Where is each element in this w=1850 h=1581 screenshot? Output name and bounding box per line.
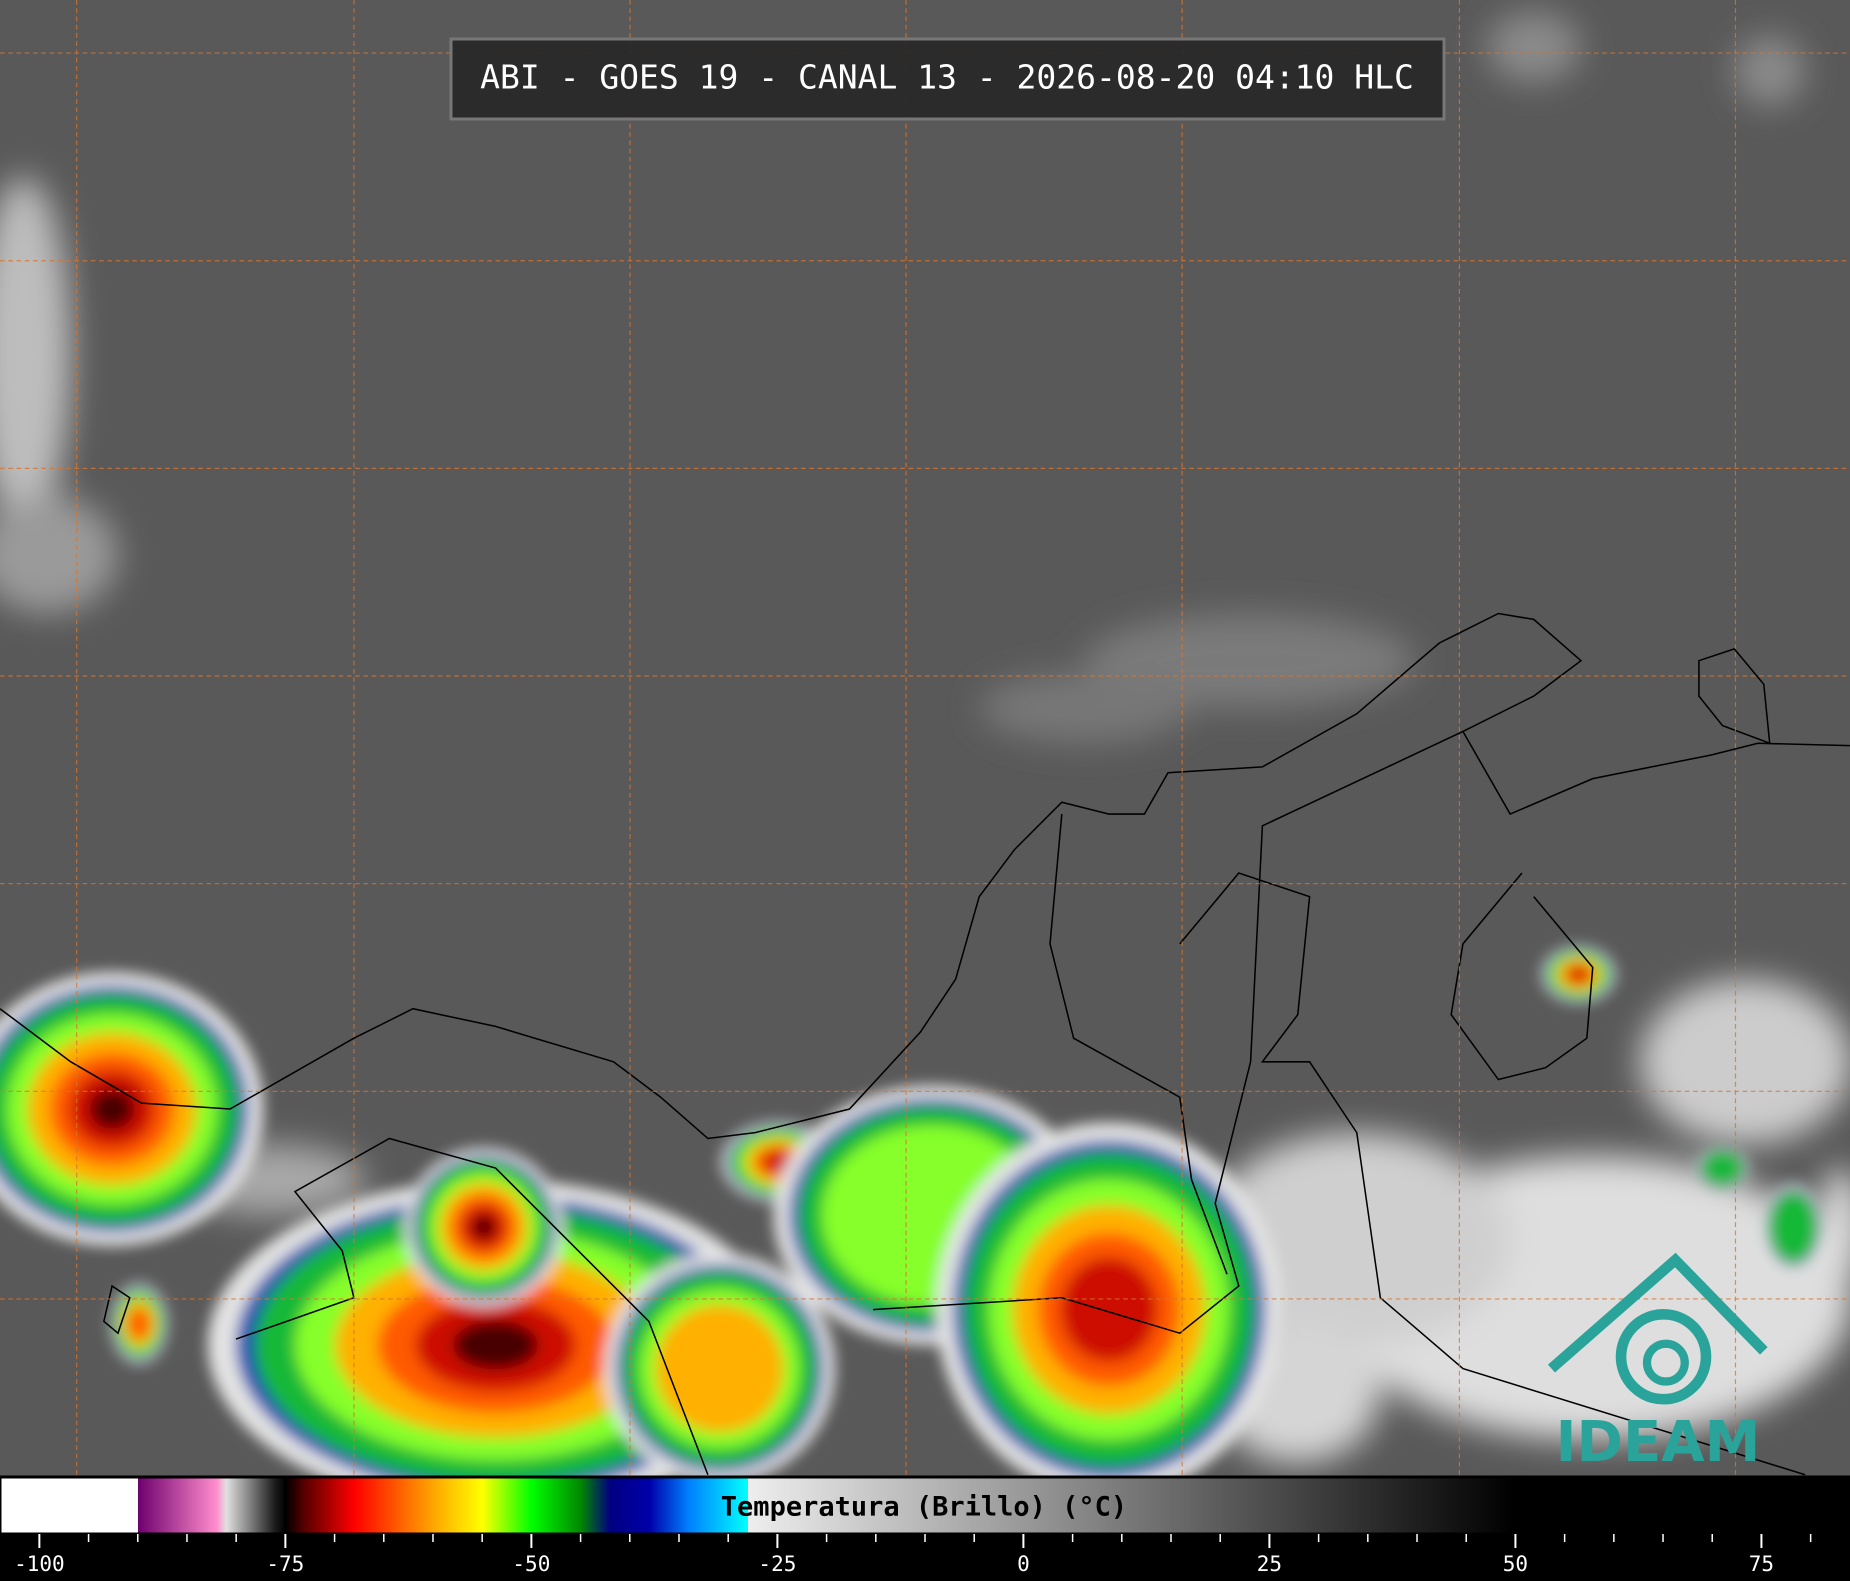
cloud [1639,979,1850,1145]
storm-cell [453,1320,538,1370]
title: ABI - GOES 19 - CANAL 13 - 2026-08-20 04… [480,58,1414,97]
storm-cell [1568,966,1590,983]
cloud [1085,613,1416,708]
tick-label: 50 [1503,1552,1528,1576]
tick-label: -75 [266,1552,304,1576]
tick-label: -50 [512,1552,550,1576]
tick-label: 0 [1017,1552,1030,1576]
storm-cell [1769,1190,1818,1264]
map-layer [0,0,1850,1477]
storms [0,945,1823,1477]
cloud [1734,35,1806,107]
tick-label: 75 [1749,1552,1774,1576]
storm-cell [472,1215,496,1239]
logo [1547,1252,1768,1405]
cloud [0,495,118,614]
map: IDEAM [0,0,1850,1477]
colorbar-label: Temperatura (Brillo) (°C) [721,1492,1127,1523]
storm-cell [127,1307,152,1341]
title-box [449,37,1446,121]
borders [0,612,1850,1476]
storm-cell [1060,1257,1158,1362]
cloud [979,672,1192,744]
tick-label: -100 [14,1552,65,1576]
colorbar-ticks: -100 -75 -50 -25 0 25 50 75 [14,1534,1812,1576]
cloud [1486,11,1581,83]
cloud [1816,1168,1850,1286]
storm-cell [1700,1149,1745,1187]
tick-label: -25 [758,1552,796,1576]
logo-text: IDEAM [1556,1410,1761,1475]
storm-cell [89,1088,135,1130]
storm-cell [655,1304,784,1433]
tick-label: 25 [1257,1552,1282,1576]
cloud [0,177,71,531]
colorbar [0,1475,1850,1536]
